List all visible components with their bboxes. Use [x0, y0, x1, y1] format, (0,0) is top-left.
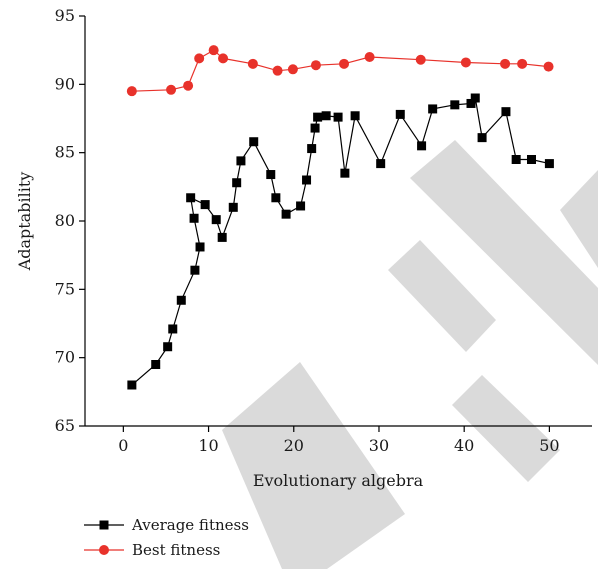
- legend-marker-best-fitness: [99, 545, 109, 555]
- data-point-average-fitness: [501, 107, 511, 117]
- data-point-best-fitness: [310, 60, 321, 71]
- data-point-average-fitness: [296, 201, 306, 211]
- series-layer: [126, 45, 554, 390]
- legend-label-average-fitness: Average fitness: [131, 516, 249, 534]
- legend-item-average-fitness: Average fitness: [84, 516, 249, 534]
- x-tick-label: 40: [454, 436, 474, 455]
- data-point-average-fitness: [395, 109, 405, 119]
- x-tick-label: 50: [539, 436, 559, 455]
- data-point-average-fitness: [477, 133, 487, 143]
- data-point-best-fitness: [364, 52, 375, 62]
- y-tick-label: 65: [55, 416, 75, 435]
- y-tick-label: 90: [55, 74, 75, 93]
- data-point-best-fitness: [166, 84, 177, 95]
- data-point-average-fitness: [168, 324, 178, 334]
- legend-item-best-fitness: Best fitness: [84, 541, 220, 559]
- data-point-average-fitness: [200, 200, 210, 210]
- data-point-average-fitness: [527, 155, 537, 164]
- data-point-average-fitness: [313, 112, 323, 122]
- data-point-average-fitness: [189, 213, 199, 223]
- data-point-best-fitness: [415, 54, 426, 65]
- data-point-average-fitness: [176, 295, 186, 305]
- data-point-average-fitness: [511, 155, 521, 164]
- data-point-average-fitness: [236, 156, 246, 166]
- y-tick-label: 70: [55, 348, 75, 367]
- data-point-best-fitness: [194, 53, 205, 64]
- legend-marker-average-fitness: [99, 520, 109, 530]
- data-point-average-fitness: [307, 144, 317, 154]
- data-point-average-fitness: [376, 159, 386, 169]
- data-point-average-fitness: [217, 232, 227, 242]
- data-point-average-fitness: [190, 265, 200, 275]
- data-point-best-fitness: [183, 80, 194, 91]
- data-point-best-fitness: [247, 58, 258, 69]
- y-tick-label: 85: [55, 143, 75, 162]
- data-point-average-fitness: [228, 202, 238, 212]
- series-line-best-fitness: [131, 49, 549, 92]
- data-point-average-fitness: [450, 100, 460, 110]
- data-point-best-fitness: [287, 64, 298, 75]
- data-point-average-fitness: [249, 137, 259, 147]
- series-line-average-fitness: [131, 96, 550, 386]
- data-point-average-fitness: [340, 168, 350, 178]
- data-point-average-fitness: [151, 360, 161, 369]
- series-average-fitness: [127, 93, 554, 390]
- data-point-average-fitness: [470, 93, 480, 103]
- data-point-best-fitness: [500, 58, 511, 69]
- data-point-best-fitness: [272, 65, 283, 76]
- legend-label-best-fitness: Best fitness: [132, 541, 220, 559]
- data-point-average-fitness: [266, 170, 276, 180]
- data-point-average-fitness: [127, 380, 137, 390]
- x-tick-label: 10: [198, 436, 218, 455]
- data-point-best-fitness: [543, 61, 554, 72]
- data-point-average-fitness: [466, 98, 476, 108]
- y-axis-title: Adaptability: [15, 172, 34, 272]
- data-point-average-fitness: [333, 112, 343, 122]
- data-point-average-fitness: [544, 159, 554, 169]
- y-tick-label: 80: [55, 211, 75, 230]
- data-point-average-fitness: [163, 342, 173, 352]
- data-point-average-fitness: [186, 193, 196, 203]
- data-point-best-fitness: [126, 86, 137, 97]
- x-tick-label: 20: [284, 436, 304, 455]
- data-point-best-fitness: [208, 45, 219, 56]
- data-point-average-fitness: [310, 123, 320, 133]
- watermark: [222, 140, 598, 569]
- data-point-average-fitness: [232, 178, 242, 188]
- data-point-best-fitness: [339, 58, 350, 69]
- data-point-average-fitness: [281, 209, 291, 219]
- x-axis-ticks: 0 10 20 30 40 50: [118, 426, 560, 455]
- data-point-average-fitness: [350, 111, 360, 121]
- data-point-best-fitness: [517, 58, 528, 69]
- data-point-average-fitness: [195, 242, 205, 252]
- data-point-average-fitness: [428, 104, 438, 114]
- data-point-best-fitness: [218, 53, 229, 64]
- data-point-average-fitness: [302, 175, 312, 185]
- y-tick-label: 75: [55, 279, 75, 298]
- x-tick-label: 0: [118, 436, 128, 455]
- data-point-average-fitness: [321, 111, 331, 121]
- data-point-average-fitness: [417, 141, 427, 151]
- y-axis-ticks: 65 70 75 80 85 90 95: [55, 6, 85, 435]
- x-tick-label: 30: [369, 436, 389, 455]
- y-tick-label: 95: [55, 6, 75, 25]
- data-point-best-fitness: [460, 57, 471, 68]
- x-axis-title: Evolutionary algebra: [253, 471, 424, 490]
- legend: Average fitness Best fitness: [84, 516, 249, 559]
- data-point-average-fitness: [271, 193, 281, 203]
- series-best-fitness: [126, 45, 554, 97]
- data-point-average-fitness: [211, 215, 221, 225]
